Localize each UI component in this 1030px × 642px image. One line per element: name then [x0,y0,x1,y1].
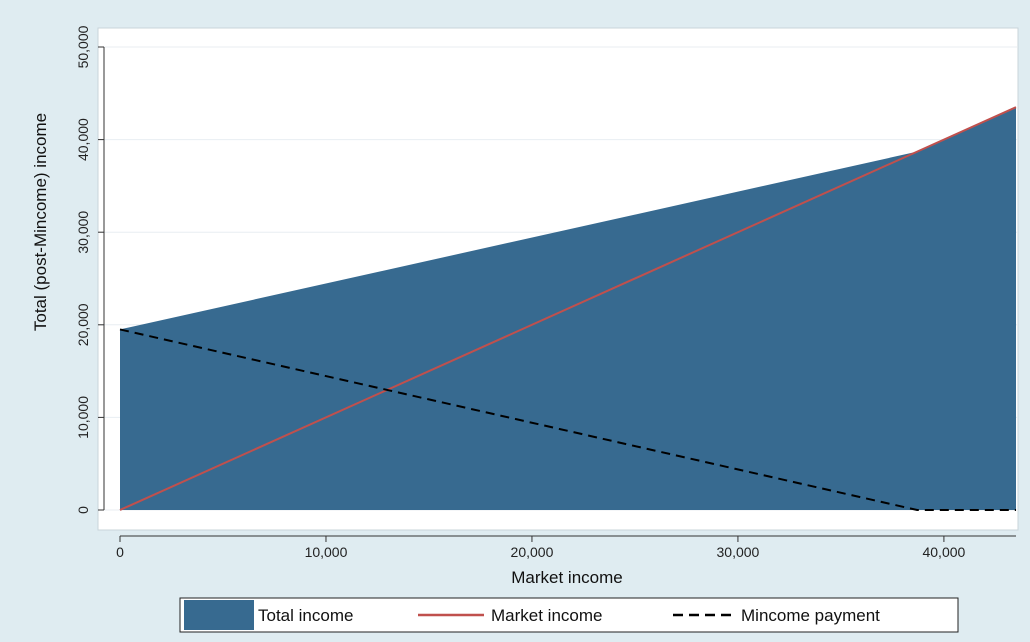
legend-label: Total income [258,606,353,625]
legend-label: Mincome payment [741,606,880,625]
x-tick-label: 40,000 [922,544,965,560]
series-layer [119,106,1017,511]
legend-swatch-total-income [184,600,254,630]
axes: 0 10,000 20,000 30,000 40,000 50,000 0 10,000 20… [75,25,1016,560]
y-tick-label: 20,000 [75,303,91,346]
series-market-income-line [119,106,1017,511]
y-tick-label: 10,000 [75,396,91,439]
x-axis-title: Market income [511,568,622,587]
y-tick-label: 40,000 [75,118,91,161]
legend-box [179,597,959,633]
series-mincome-payment-line [119,328,1016,511]
y-tick-label: 30,000 [75,211,91,254]
y-axis-title: Total (post-Mincome) income [31,113,50,331]
x-tick-label: 0 [116,544,124,560]
x-tick-label: 10,000 [305,544,348,560]
x-tick-label: 20,000 [511,544,554,560]
legend-label: Market income [491,606,602,625]
y-tick-label: 0 [75,506,91,514]
x-tick-label: 30,000 [717,544,760,560]
legend: Total income Market income Mincome payment [179,597,959,633]
y-tick-label: 50,000 [75,25,91,68]
